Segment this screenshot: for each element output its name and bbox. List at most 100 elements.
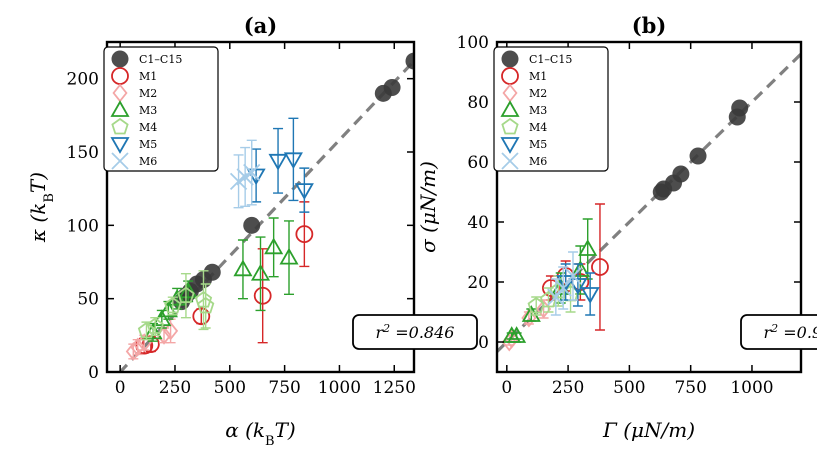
panel-a-point-C-6 (243, 216, 261, 234)
panel-b-point-M3-4 (570, 260, 590, 277)
panel-a-legend-label-M2: M2 (139, 87, 157, 100)
panel-a-point-M1-4 (295, 225, 314, 244)
panel-a-point-M3-4 (178, 281, 198, 299)
panel-b-ytick-label: 100 (457, 33, 489, 53)
panel-a-point-C-9 (405, 52, 414, 70)
panel-a-errorbar-M5-0 (251, 148, 262, 203)
panel-b-ylabel: σ (μN/m) (416, 161, 440, 253)
panel-a-errorbar-M4-3 (180, 273, 191, 319)
panel-a-point-M6-2 (243, 163, 261, 182)
panel-a-series-M5 (246, 117, 314, 213)
panel-b-legend-label-M6: M6 (529, 155, 547, 168)
panel-a-legend-marker-M6 (111, 152, 129, 170)
panel-b-series-C (652, 99, 749, 201)
panel-a-point-M5-1 (268, 153, 288, 171)
panel-b-series-M5 (556, 263, 600, 316)
panel-b-legend-marker-M6 (501, 152, 519, 170)
panel-a-errorbar-M4-5 (200, 283, 211, 329)
panel-a-ytick-label: 100 (67, 216, 99, 236)
panel-a-errorbar-M1-3 (257, 248, 268, 344)
panel-a-point-M1-2 (192, 307, 211, 326)
panel-a-r2-text: r2 =0.846 (376, 322, 455, 343)
panel-b-xtick-label: 500 (613, 378, 645, 398)
panel-a-point-M3-6 (250, 263, 271, 281)
panel-a-ytick-label: 50 (77, 290, 99, 310)
panel-a-point-M5-2 (283, 152, 303, 170)
panel-a-point-M4-0 (137, 321, 156, 339)
panel-a-errorbar-M5-1 (273, 127, 284, 194)
panel-a-point-C-5 (203, 263, 221, 281)
panel-a-point-C-8 (383, 78, 401, 96)
panel-a-series-M3 (143, 217, 299, 342)
panel-b-point-M3-1 (507, 326, 527, 343)
panel-a-legend-label-M5: M5 (139, 138, 157, 151)
panel-a-xtick-label: 0 (115, 378, 126, 398)
panel-b-legend-label-M2: M2 (529, 87, 547, 100)
panel-b-xtick-label: 750 (674, 378, 706, 398)
panel-a-legend-label-M4: M4 (139, 121, 157, 134)
panel-a-legend-label-C: C1–C15 (139, 53, 182, 66)
panel-b-xtick-label: 1000 (730, 378, 773, 398)
panel-a-point-M4-5 (197, 296, 215, 314)
panel-a-point-M4-3 (177, 286, 195, 304)
panel-a-point-M5-3 (294, 183, 314, 200)
panel-b-legend-label-M5: M5 (529, 138, 547, 151)
panel-a-point-M4-1 (146, 317, 164, 334)
panel-b-r2-box: r2 =0.952 (740, 314, 817, 350)
panel-a-errorbar-M5-2 (288, 117, 299, 202)
panel-a-legend-label-M6: M6 (139, 155, 157, 168)
panel-a-point-M3-7 (264, 237, 284, 255)
panel-b-legend-label-M3: M3 (529, 104, 547, 117)
panel-b-point-M6-1 (554, 279, 572, 297)
panel-a-frame (105, 40, 416, 374)
panel-b-point-M5-0 (556, 275, 576, 292)
panel-b-ytick-label: 0 (478, 333, 489, 353)
panel-b-point-M6-0 (547, 288, 565, 306)
panel-b-point-C-4 (689, 147, 707, 165)
panel-b-point-M3-5 (578, 239, 598, 256)
panel-a-series-M2 (125, 318, 179, 361)
panel-b-point-C-6 (731, 99, 749, 117)
panel-a-point-M4-4 (194, 290, 213, 308)
panel-a-errorbar-M5-3 (299, 167, 310, 213)
panel-a-point-M3-5 (233, 259, 253, 277)
panel-b-point-M6-2 (564, 267, 582, 285)
panel-b-legend: C1–C15 M1 M2 M3 M4 M5 M6 (493, 46, 609, 172)
panel-a-xlabel: α (kBT) (225, 418, 296, 449)
panel-a-ytick-label: 200 (67, 70, 99, 90)
panel-b-point-M3-2 (521, 305, 541, 322)
panel-a-errorbar-M3-5 (237, 239, 248, 300)
panel-b-point-M5-1 (568, 278, 588, 295)
panel-b-r2-text: r2 =0.952 (764, 322, 817, 343)
panel-a-legend-marker-C (111, 50, 129, 68)
panel-a-point-M3-8 (279, 247, 299, 265)
panel-b-errorbar-M1-3 (594, 203, 605, 331)
panel-b-ytick-label: 40 (467, 213, 489, 233)
panel-b-xtick-label: 0 (501, 378, 512, 398)
panel-a-xtick-label: 250 (159, 378, 191, 398)
panel-b-xtick-label: 250 (552, 378, 584, 398)
panel-a-legend-marker-M5 (110, 137, 130, 154)
panel-a-xtick-label: 750 (268, 378, 300, 398)
panel-b-point-C-3 (672, 165, 690, 183)
panel-b-legend-label-M4: M4 (529, 121, 547, 134)
panel-b-title: (b) (632, 13, 667, 38)
panel-a-series-M4 (137, 270, 215, 341)
panel-a-r2-box: r2 =0.846 (352, 314, 478, 350)
panel-b-ytick-label: 60 (467, 153, 489, 173)
panel-a-errorbar-M3-6 (255, 236, 266, 312)
panel-a-legend-label-M3: M3 (139, 104, 157, 117)
panel-a-xtick-label: 1000 (318, 378, 361, 398)
panel-a-errorbar-M3-8 (284, 220, 295, 295)
panel-a-xtick-label: 1250 (373, 378, 416, 398)
panel-b: (b) 0 250 500 750 1000 0 20 40 60 80 100 Γ (μN/m) σ (… (416, 13, 817, 442)
panel-a-series-M6 (229, 139, 261, 209)
panel-a-point-M4-2 (164, 296, 182, 314)
panel-a-ytick-label: 150 (67, 143, 99, 163)
panel-a-xtick-label: 500 (214, 378, 246, 398)
panel-b-legend-label-M1: M1 (529, 70, 547, 83)
panel-a-legend: C1–C15 M1 M2 M3 M4 M5 M6 (103, 46, 219, 172)
panel-b-legend-marker-M3 (500, 100, 520, 117)
panel-b-series-M4 (527, 275, 580, 316)
